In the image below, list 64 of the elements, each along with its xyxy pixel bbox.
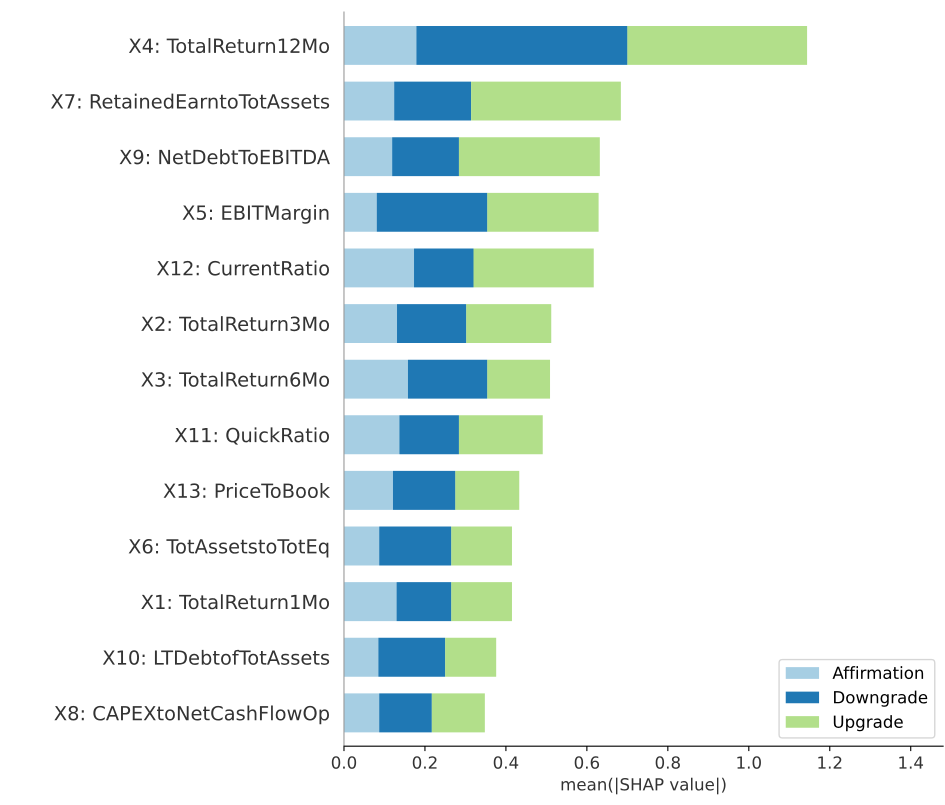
bar xyxy=(344,26,416,65)
bar xyxy=(344,582,397,622)
bar xyxy=(466,304,552,344)
bar xyxy=(392,137,459,176)
bar xyxy=(344,526,380,566)
legend-label: Affirmation xyxy=(832,666,924,680)
bar xyxy=(344,415,400,454)
x-tick-label: 1.0 xyxy=(737,756,761,769)
bar xyxy=(344,638,378,677)
bar xyxy=(344,192,377,232)
bar xyxy=(344,137,392,176)
bar xyxy=(458,137,600,176)
bar xyxy=(458,415,543,454)
bar xyxy=(474,248,594,288)
y-tick-label: X11: QuickRatio xyxy=(174,427,330,445)
bar xyxy=(432,693,485,732)
bar xyxy=(344,82,394,121)
bar xyxy=(344,248,414,288)
bar xyxy=(471,82,621,121)
bar xyxy=(451,526,512,566)
bar xyxy=(451,582,512,622)
bar xyxy=(627,26,808,65)
legend-label: Downgrade xyxy=(834,690,928,707)
y-tick-label: X4: TotalReturn12Mo xyxy=(128,38,330,54)
bar xyxy=(414,248,474,288)
bar xyxy=(392,470,456,510)
bar xyxy=(379,693,432,732)
x-tick-label: 0.8 xyxy=(656,756,680,769)
x-tick-label: 1.4 xyxy=(899,756,924,769)
bar xyxy=(487,360,550,399)
bar xyxy=(396,582,452,622)
y-tick-label: X3: TotalReturn6Mo xyxy=(141,372,330,387)
y-tick-label: X12: CurrentRatio xyxy=(156,260,330,276)
y-tick-label: X9: NetDebtToEBITDA xyxy=(120,149,330,164)
bar xyxy=(416,26,628,65)
bar xyxy=(487,192,599,232)
bar xyxy=(399,415,459,454)
bar xyxy=(408,360,488,399)
x-axis-title: mean(|SHAP value|) xyxy=(562,778,726,794)
bar xyxy=(455,470,520,510)
bar xyxy=(376,192,488,232)
bar xyxy=(379,526,452,566)
x-tick-label: 0.6 xyxy=(574,756,600,769)
bar xyxy=(344,693,380,732)
y-tick-label: X2: TotalReturn3Mo xyxy=(141,316,330,332)
bar xyxy=(378,638,446,677)
bar xyxy=(445,638,496,677)
y-tick-label: X1: TotalReturn1Mo xyxy=(141,594,330,610)
legend-label: Upgrade xyxy=(834,715,903,732)
x-tick-label: 0.0 xyxy=(332,756,356,769)
y-tick-label: X5: EBITMargin xyxy=(182,204,328,224)
x-tick-label: 0.2 xyxy=(412,756,437,769)
x-tick-label: 1.2 xyxy=(818,756,842,769)
y-tick-label: X6: TotAssetstoTotEq xyxy=(128,538,328,558)
x-tick-label: 0.4 xyxy=(494,756,518,769)
y-tick-label: X13: PriceToBook xyxy=(164,483,330,498)
bar xyxy=(344,304,398,344)
bar xyxy=(397,304,466,344)
y-tick-label: X10: LTDebtofTotAssets xyxy=(102,650,330,665)
bar xyxy=(344,470,393,510)
y-tick-label: X8: CAPEXtoNetCashFlowOp xyxy=(54,705,330,724)
y-tick-label: X7: RetainedEarntoTotAssets xyxy=(51,94,330,109)
bar xyxy=(344,360,408,399)
bar xyxy=(394,82,472,121)
